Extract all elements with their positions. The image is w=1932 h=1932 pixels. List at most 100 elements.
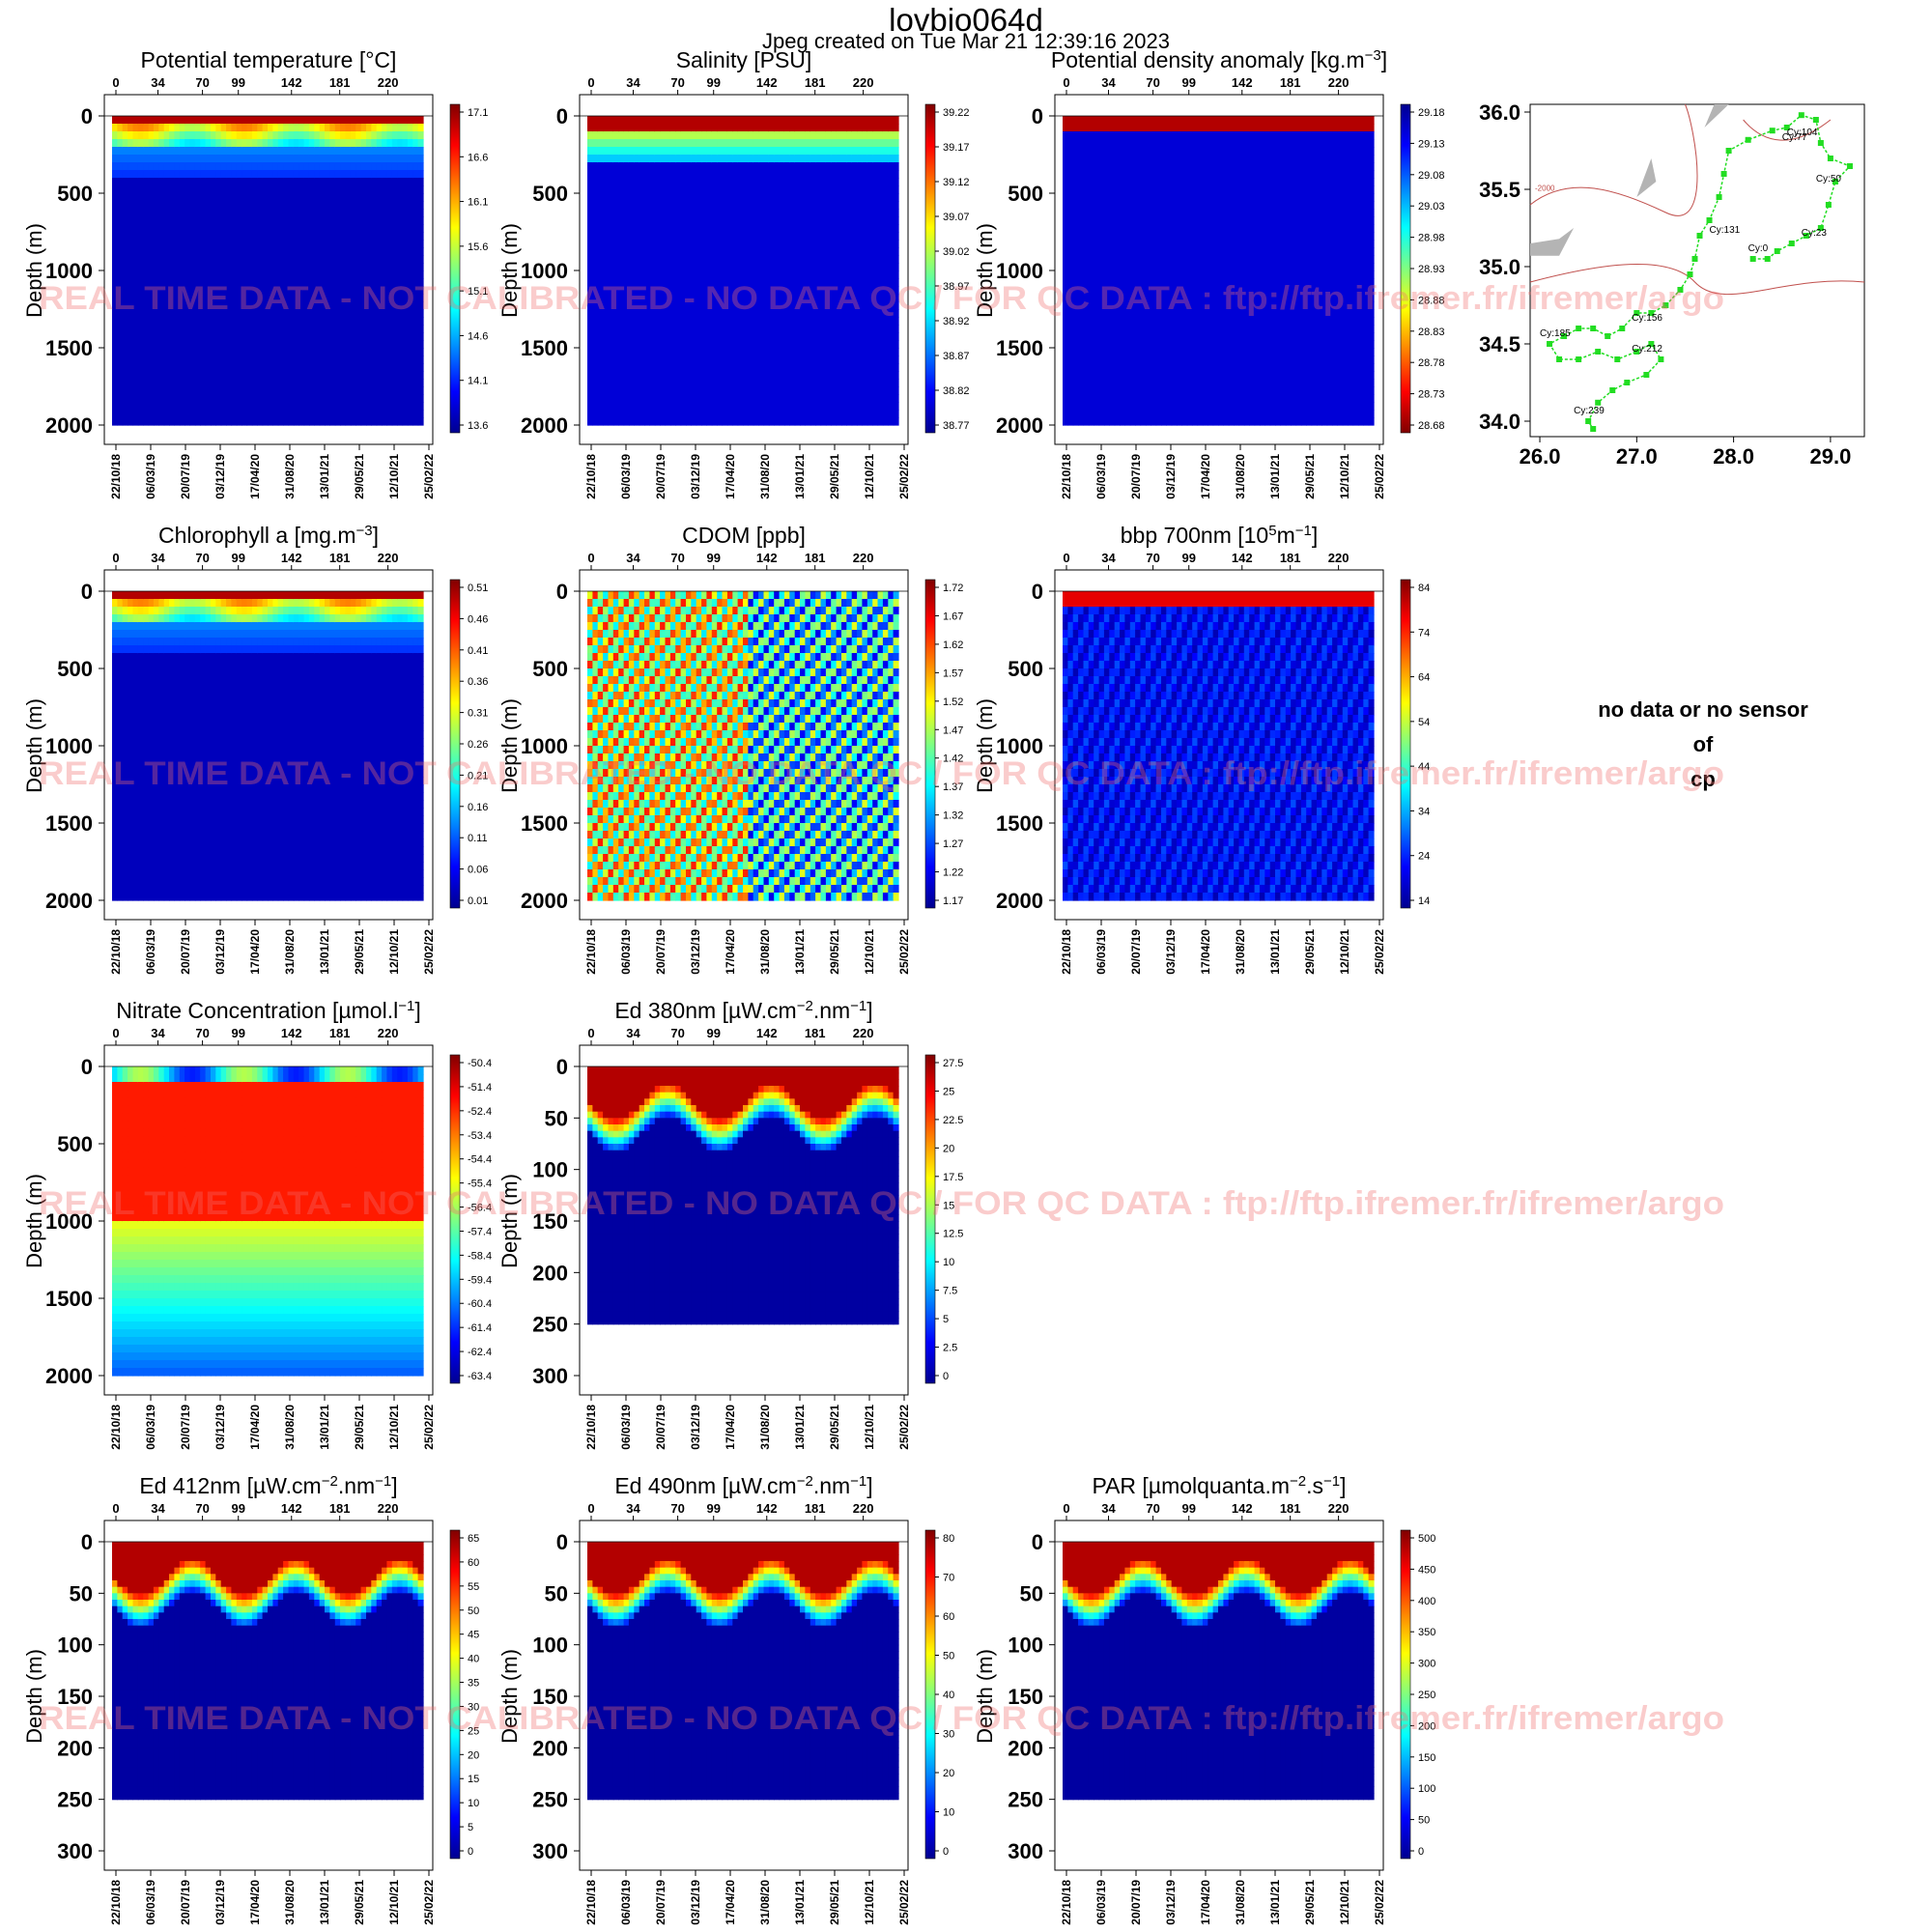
heatmap-cell [117,155,123,163]
heatmap-cell [226,270,232,279]
heatmap-cell [195,410,201,418]
heatmap-cell [289,240,295,248]
heatmap-cell [195,185,201,194]
heatmap-cell [309,147,315,156]
heatmap-cell [133,201,139,210]
heatmap-cell [283,317,289,326]
heatmap-cell [112,394,118,403]
heatmap-cell [283,263,289,271]
heatmap-cell [289,355,295,364]
heatmap-cell [128,355,133,364]
heatmap-cell [309,417,315,426]
heatmap-cell [164,402,170,411]
heatmap-cell [164,116,170,125]
heatmap-cell [123,240,128,248]
heatmap-cell [206,232,212,241]
heatmap-cell [237,139,242,148]
heatmap-cell [128,201,133,210]
heatmap-cell [169,371,175,380]
heatmap-cell [180,379,185,387]
heatmap-cell [242,394,247,403]
heatmap-cell [149,371,155,380]
heatmap-cell [128,317,133,326]
heatmap-cell [158,263,164,271]
heatmap-cell [215,209,221,217]
heatmap-cell [309,193,315,202]
heatmap-cell [143,371,149,380]
heatmap-cell [195,363,201,372]
heatmap-cell [117,131,123,140]
heatmap-cell [215,139,221,148]
heatmap-cell [298,348,304,356]
heatmap-cell [211,216,216,225]
heatmap-cell [206,379,212,387]
heatmap-cell [237,371,242,380]
heatmap-cell [257,255,263,264]
heatmap-cell [158,178,164,186]
heatmap-cell [298,255,304,264]
heatmap-cell [133,131,139,140]
heatmap-cell [304,178,310,186]
heatmap-cell [304,232,310,241]
heatmap-cell [180,170,185,179]
heatmap-cell [180,162,185,171]
heatmap-cell [158,247,164,256]
heatmap-cell [211,417,216,426]
heatmap-cell [278,317,284,326]
heatmap-cell [206,402,212,411]
heatmap-cell [283,371,289,380]
heatmap-cell [231,348,237,356]
heatmap-cell [185,139,190,148]
heatmap-cell [268,394,273,403]
heatmap-cell [226,340,232,349]
heatmap-cell [231,185,237,194]
heatmap-cell [112,232,118,241]
heatmap-cell [226,170,232,179]
panel-title: Potential temperature [°C] [141,47,397,72]
heatmap-cell [304,216,310,225]
heatmap-cell [190,394,196,403]
heatmap-cell [174,325,180,333]
heatmap-cell [237,193,242,202]
heatmap-cell [169,232,175,241]
heatmap-cell [195,232,201,241]
heatmap-cell [164,209,170,217]
heatmap-cell [143,116,149,125]
heatmap-cell [268,363,273,372]
heatmap-cell [185,340,190,349]
heatmap-cell [169,317,175,326]
heatmap-cell [143,355,149,364]
heatmap-cell [158,402,164,411]
heatmap-cell [309,116,315,125]
heatmap-cell [247,317,253,326]
heatmap-cell [231,355,237,364]
heatmap-cell [164,332,170,341]
heatmap-cell [221,417,227,426]
heatmap-cell [298,185,304,194]
heatmap-cell [123,232,128,241]
heatmap-cell [289,317,295,326]
heatmap-cell [231,379,237,387]
heatmap-cell [226,201,232,210]
heatmap-cell [298,240,304,248]
heatmap-cell [226,417,232,426]
heatmap-cell [154,263,159,271]
heatmap-cell [128,332,133,341]
heatmap-cell [180,147,185,156]
heatmap-cell [257,417,263,426]
heatmap-cell [278,232,284,241]
heatmap-cell [252,417,258,426]
heatmap-cell [289,193,295,202]
heatmap-cell [231,178,237,186]
heatmap-cell [112,363,118,372]
heatmap-cell [112,270,118,279]
heatmap-cell [298,247,304,256]
heatmap-cell [149,410,155,418]
heatmap-cell [215,379,221,387]
heatmap-cell [231,116,237,125]
heatmap-cell [294,193,299,202]
heatmap-cell [268,386,273,395]
heatmap-cell [117,340,123,349]
heatmap-cell [294,332,299,341]
heatmap-cell [309,224,315,233]
